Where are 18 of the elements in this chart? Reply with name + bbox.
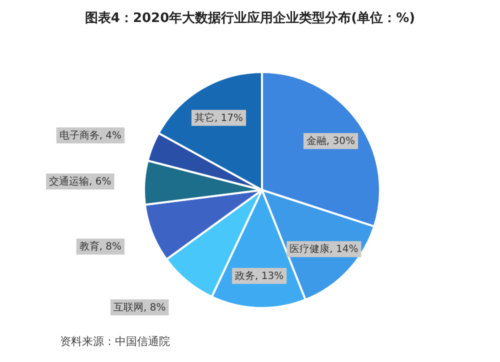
slice-label: 金融 — [306, 135, 326, 148]
data-label: , 6% — [89, 176, 112, 188]
data-label: , 8% — [143, 302, 166, 314]
data-label: , 30% — [326, 136, 356, 148]
slice-label: 交通运输 — [49, 176, 90, 188]
slice-label: 政务 — [235, 270, 256, 282]
slice-label: 其它 — [194, 112, 214, 124]
data-label: , 17% — [214, 112, 244, 124]
slice-label: 医疗健康 — [290, 243, 330, 256]
data-label: , 8% — [99, 242, 122, 253]
slice-label: 教育 — [79, 240, 100, 253]
data-label: , 13% — [255, 270, 284, 282]
data-label: , 4% — [99, 130, 122, 142]
data-label: , 14% — [330, 244, 358, 256]
slice-label: 电子商务 — [59, 129, 100, 142]
chart-title: 图表4：2020年大数据行业应用企业类型分布(单位：%) — [84, 10, 416, 26]
text: 资料来源：中国信通院 — [60, 335, 170, 348]
slice-label: 互联网 — [113, 301, 144, 314]
